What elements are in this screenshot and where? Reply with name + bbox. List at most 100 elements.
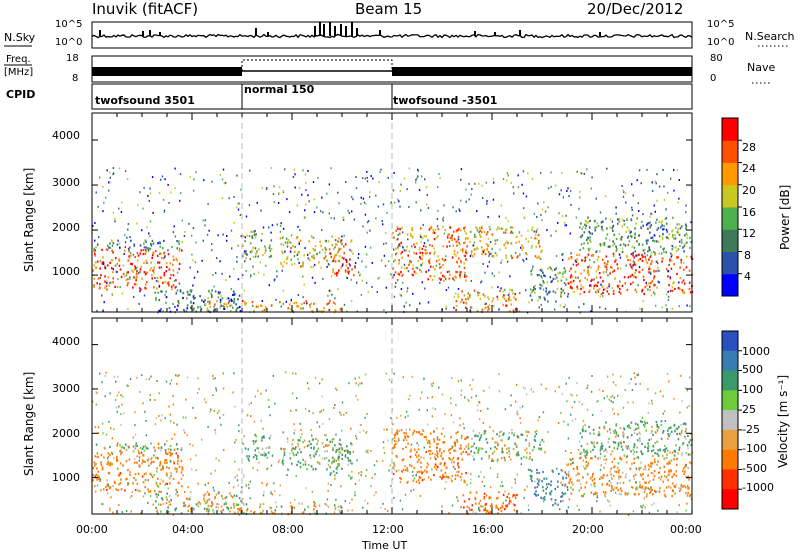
range-gate-cell (405, 439, 408, 442)
range-gate-cell (127, 469, 129, 472)
range-gate-cell (425, 186, 428, 189)
range-gate-cell (207, 482, 210, 485)
range-gate-cell (533, 446, 535, 449)
range-gate-cell (593, 485, 596, 488)
range-gate-cell (220, 495, 223, 498)
range-gate-cell (591, 442, 593, 445)
range-gate-cell (460, 379, 462, 382)
range-gate-cell (169, 454, 171, 457)
range-gate-cell (536, 468, 538, 471)
range-gate-cell (174, 448, 176, 451)
range-gate-cell (531, 245, 533, 248)
range-gate-cell (641, 243, 644, 246)
range-gate-cell (266, 468, 268, 471)
range-gate-cell (578, 479, 580, 482)
range-gate-cell (464, 241, 466, 244)
range-gate-cell (99, 260, 102, 263)
range-gate-cell (510, 404, 512, 407)
range-gate-cell (526, 393, 528, 396)
range-gate-cell (460, 389, 463, 392)
range-gate-cell (239, 310, 242, 312)
range-gate-cell (591, 457, 593, 460)
range-gate-cell (308, 240, 310, 243)
range-gate-cell (588, 230, 590, 233)
range-gate-cell (649, 492, 651, 495)
range-gate-cell (332, 438, 334, 441)
range-gate-cell (516, 493, 518, 497)
range-gate-cell (145, 434, 147, 437)
range-gate-cell (395, 253, 397, 256)
range-gate-cell (495, 506, 497, 509)
range-gate-cell (328, 459, 330, 462)
range-gate-cell (398, 469, 400, 472)
range-gate-cell (516, 410, 519, 413)
range-gate-cell (620, 445, 623, 448)
range-gate-cell (593, 261, 595, 264)
range-gate-cell (630, 253, 633, 256)
range-gate-cell (513, 296, 515, 299)
range-gate-cell (649, 255, 652, 258)
range-gate-cell (644, 488, 646, 491)
range-gate-cell (612, 408, 614, 411)
range-gate-cell (648, 271, 650, 274)
range-gate-cell (269, 506, 271, 509)
range-gate-cell (664, 448, 666, 451)
range-gate-cell (602, 390, 604, 392)
range-gate-cell (401, 256, 403, 259)
range-gate-cell (233, 297, 236, 301)
range-gate-cell (419, 234, 422, 237)
range-gate-cell (525, 257, 528, 260)
range-gate-cell (293, 168, 295, 171)
range-gate-cell (417, 454, 420, 457)
range-gate-cell (630, 378, 632, 381)
range-gate-cell (166, 281, 169, 284)
range-gate-cell (473, 451, 476, 454)
range-gate-cell (406, 435, 408, 438)
range-gate-cell (369, 191, 371, 194)
range-gate-cell (612, 240, 614, 243)
range-gate-cell (111, 259, 114, 262)
range-gate-cell (483, 231, 486, 234)
range-gate-cell (469, 491, 472, 494)
range-gate-cell (340, 511, 343, 514)
range-gate-cell (156, 276, 159, 280)
range-gate-cell (296, 236, 299, 239)
range-gate-cell (309, 305, 311, 308)
range-gate-cell (347, 509, 349, 512)
range-gate-cell (643, 278, 645, 282)
range-gate-cell (332, 446, 334, 450)
range-gate-cell (528, 444, 530, 447)
range-gate-cell (580, 287, 582, 290)
range-gate-cell (613, 431, 616, 434)
range-gate-cell (201, 259, 203, 262)
range-gate-cell (568, 257, 570, 260)
range-gate-cell (680, 225, 683, 228)
range-gate-cell (392, 267, 394, 270)
range-gate-cell (118, 504, 120, 506)
range-gate-cell (334, 309, 337, 312)
range-gate-cell (478, 291, 481, 295)
range-gate-cell (685, 255, 688, 258)
range-gate-cell (444, 471, 447, 475)
range-gate-cell (323, 307, 325, 310)
range-gate-cell (526, 434, 528, 437)
range-gate-cell (454, 467, 456, 470)
range-gate-cell (423, 235, 426, 238)
range-gate-cell (512, 495, 514, 498)
range-gate-cell (471, 504, 474, 507)
range-gate-cell (341, 429, 343, 432)
range-gate-cell (606, 499, 609, 502)
range-gate-cell (500, 287, 502, 290)
range-gate-cell (266, 482, 269, 485)
range-gate-cell (578, 253, 581, 256)
range-gate-cell (116, 442, 119, 445)
range-gate-cell (109, 261, 112, 264)
range-gate-cell (164, 293, 166, 296)
range-gate-cell (261, 453, 264, 457)
range-gate-cell (96, 467, 98, 470)
range-gate-cell (671, 244, 674, 248)
range-gate-cell (269, 414, 271, 417)
nave-trace (241, 59, 393, 71)
range-gate-cell (503, 231, 505, 234)
range-gate-cell (665, 304, 667, 307)
